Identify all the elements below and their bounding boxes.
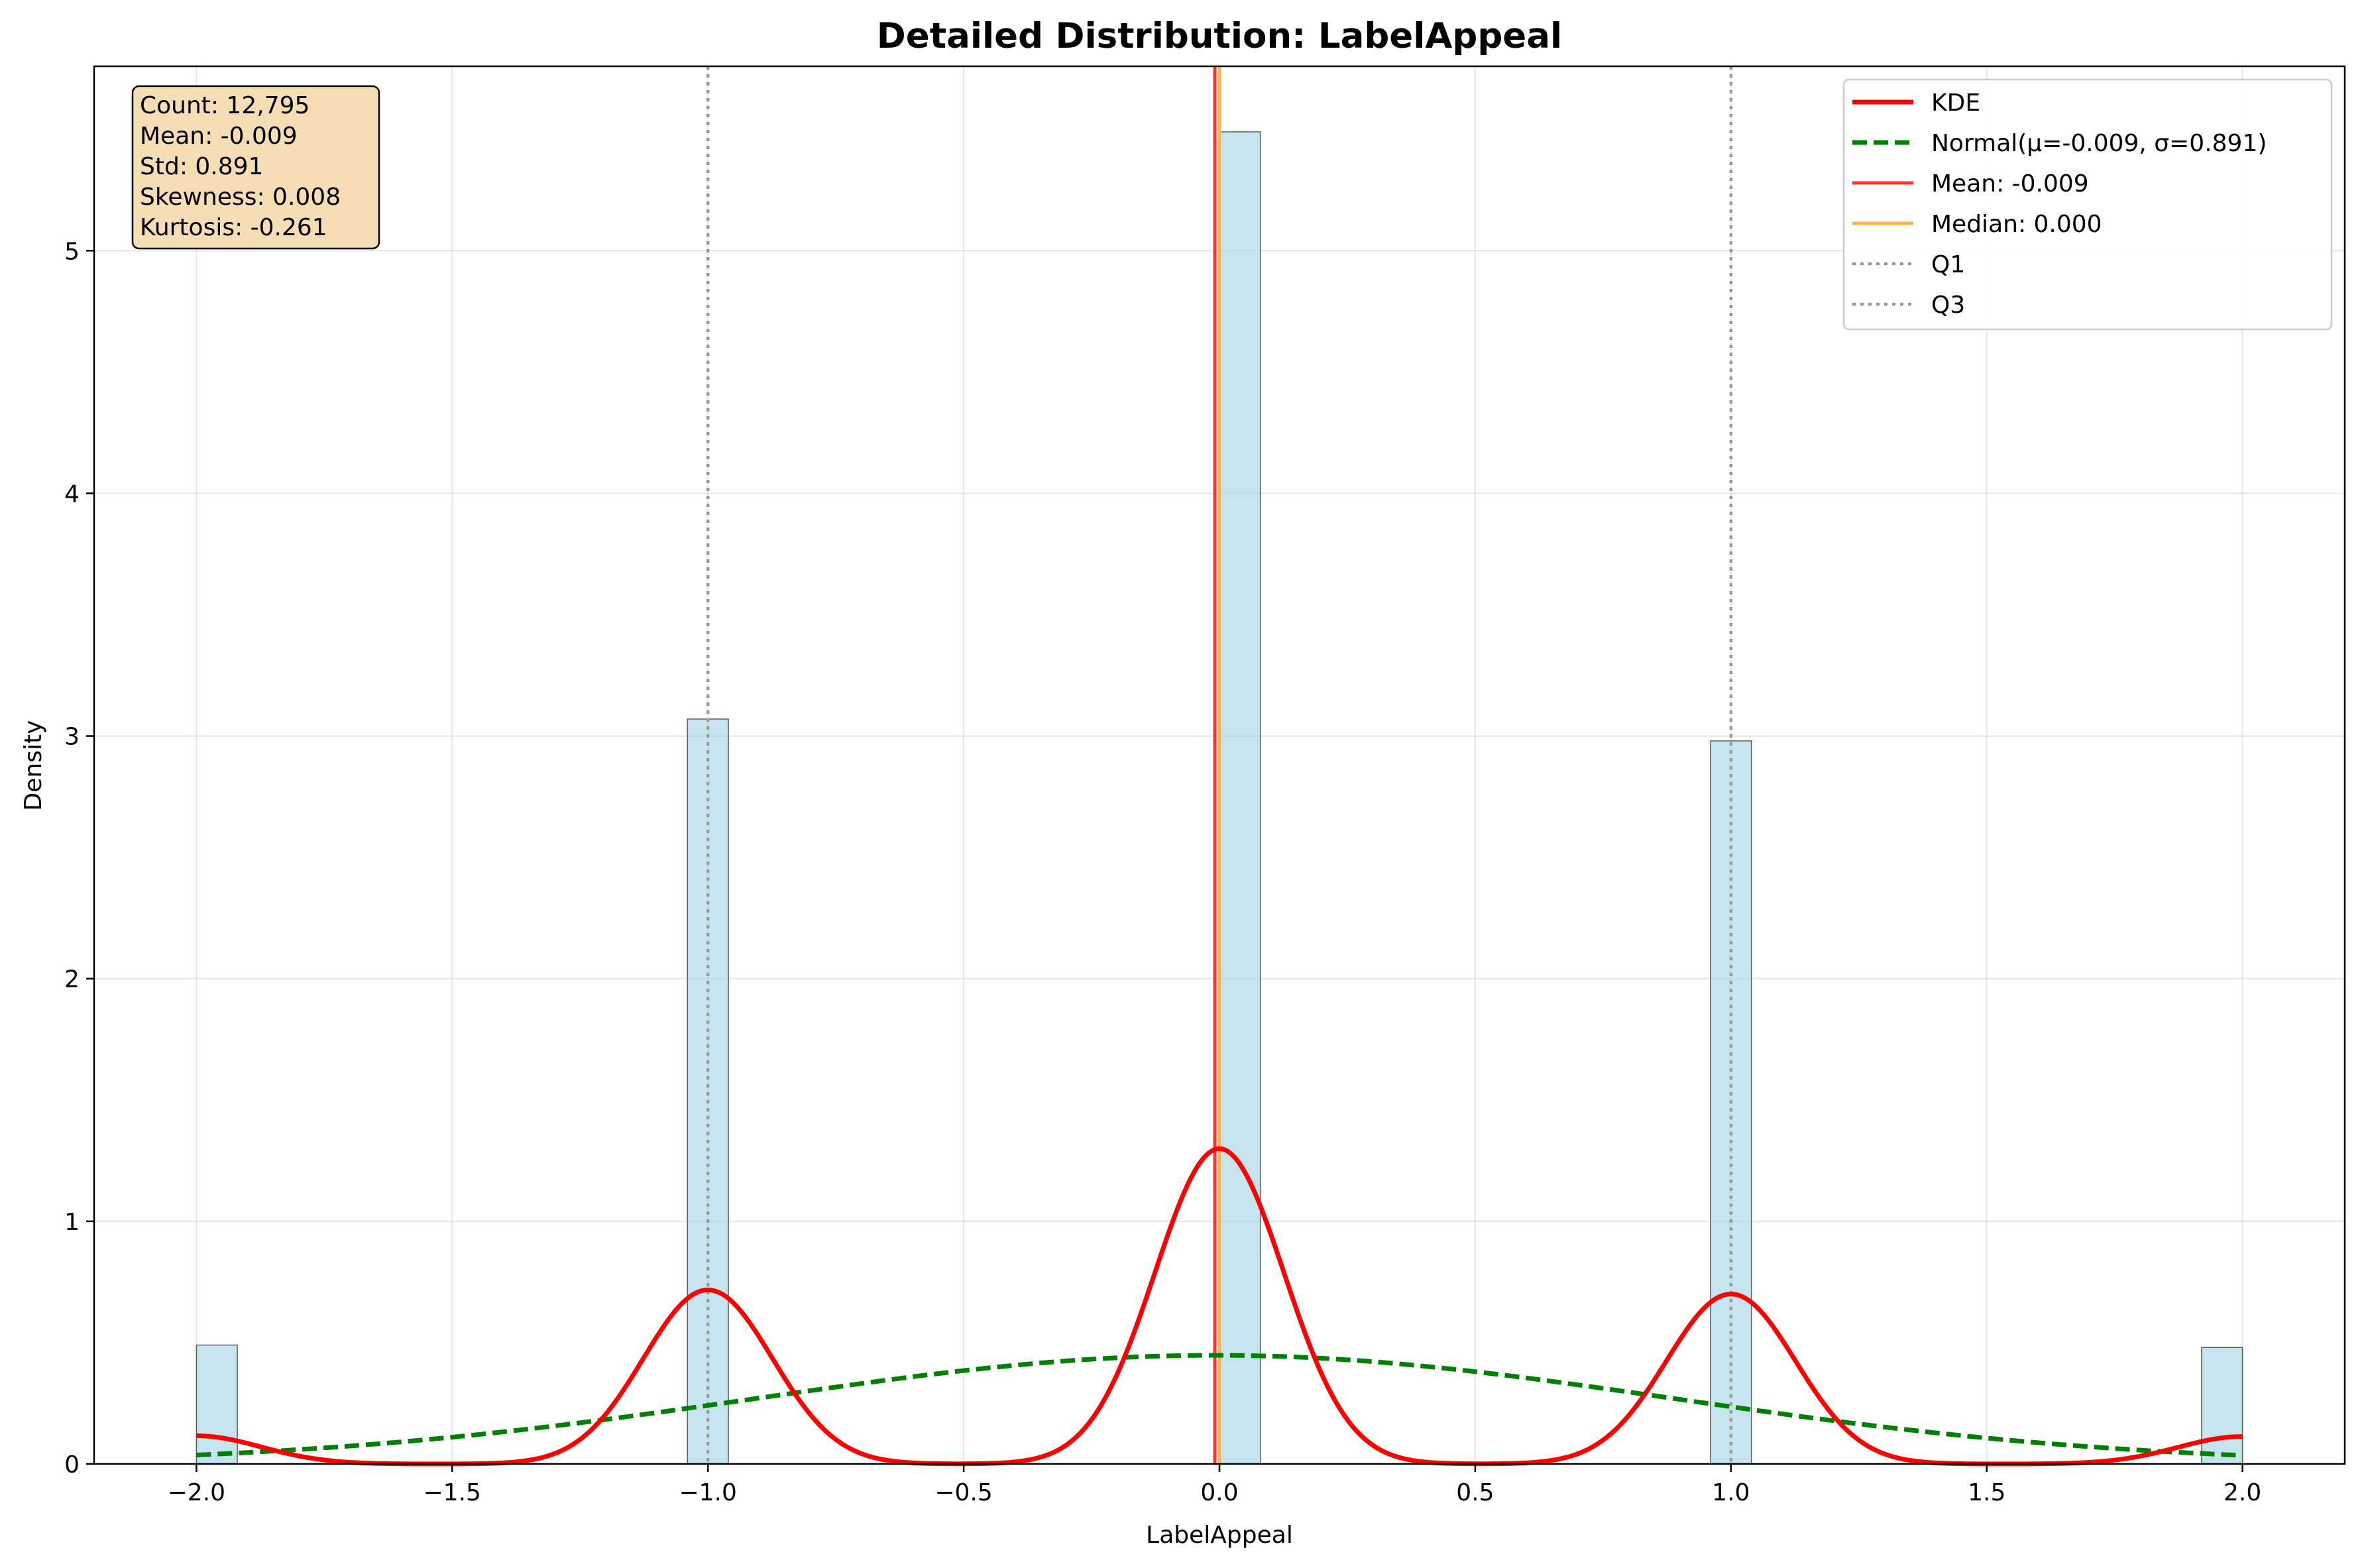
y-tick-label: 5 — [64, 238, 80, 265]
x-tick-label: −2.0 — [168, 1479, 225, 1506]
histogram-bar — [1219, 131, 1261, 1465]
legend-label-median: Median: 0.000 — [1931, 211, 2102, 238]
y-tick-label: 0 — [64, 1451, 80, 1479]
stats-box: Count: 12,795 Mean: -0.009 Std: 0.891 Sk… — [131, 85, 380, 250]
y-axis-ticks: 0 1 2 3 4 5 — [64, 238, 94, 1479]
x-axis-ticks: −2.0 −1.5 −1.0 −0.5 0.0 0.5 1.0 1.5 2.0 — [168, 1464, 2261, 1506]
kde-curve — [196, 1146, 2243, 1467]
stats-std: Std: 0.891 — [140, 153, 263, 180]
density-curves — [196, 1146, 2243, 1467]
stats-box-background — [131, 85, 380, 250]
stats-mean: Mean: -0.009 — [140, 123, 298, 150]
legend-label-q3: Q3 — [1931, 292, 1965, 319]
legend-label-q1: Q1 — [1931, 251, 1965, 278]
y-tick-label: 3 — [64, 724, 80, 751]
x-tick-label: 0.0 — [1200, 1479, 1238, 1506]
x-tick-label: −1.5 — [423, 1479, 481, 1506]
y-tick-label: 4 — [64, 480, 80, 508]
chart-title: Detailed Distribution: LabelAppeal — [877, 16, 1562, 56]
x-tick-label: −0.5 — [934, 1479, 992, 1506]
x-tick-label: 1.5 — [1968, 1479, 2005, 1506]
x-tick-label: 0.5 — [1456, 1479, 1494, 1506]
normal-curve — [196, 1353, 2243, 1458]
legend: KDE Normal(μ=-0.009, σ=0.891) Mean: -0.0… — [1842, 78, 2333, 331]
legend-label-normal: Normal(μ=-0.009, σ=0.891) — [1931, 130, 2267, 157]
x-tick-label: −1.0 — [679, 1479, 736, 1506]
y-tick-label: 2 — [64, 966, 80, 993]
legend-label-kde: KDE — [1931, 89, 1980, 117]
x-axis-title: LabelAppeal — [1146, 1522, 1293, 1549]
x-tick-label: 1.0 — [1712, 1479, 1750, 1506]
reference-lines — [706, 66, 1733, 1464]
legend-label-mean: Mean: -0.009 — [1931, 170, 2089, 197]
stats-count: Count: 12,795 — [140, 92, 310, 119]
histogram-bar — [2201, 1347, 2243, 1465]
stats-skewness: Skewness: 0.008 — [140, 184, 341, 211]
histogram-bar — [196, 1344, 238, 1465]
y-tick-label: 1 — [64, 1209, 80, 1236]
y-axis-title: Density — [20, 720, 47, 811]
histogram-bars — [196, 131, 2243, 1465]
stats-kurtosis: Kurtosis: -0.261 — [140, 214, 327, 241]
legend-frame — [1842, 78, 2333, 331]
x-tick-label: 2.0 — [2223, 1479, 2261, 1506]
